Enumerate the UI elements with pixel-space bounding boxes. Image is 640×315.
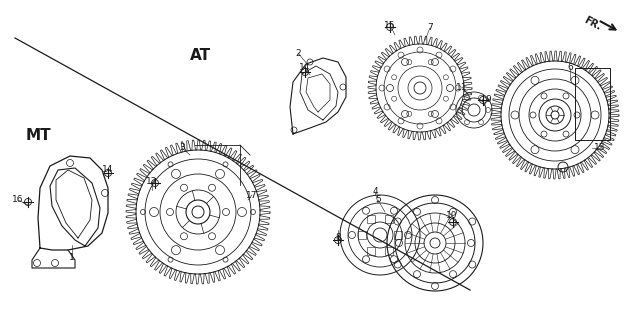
Text: 15: 15 bbox=[384, 20, 396, 30]
Text: 13: 13 bbox=[595, 144, 605, 152]
Text: 10: 10 bbox=[446, 211, 458, 220]
Bar bbox=[575, 68, 610, 140]
Text: 16: 16 bbox=[12, 196, 24, 204]
Text: 2: 2 bbox=[295, 49, 301, 58]
Text: 1: 1 bbox=[69, 254, 75, 262]
Bar bbox=[385, 215, 393, 223]
Bar bbox=[367, 247, 375, 255]
Text: 17: 17 bbox=[246, 191, 258, 199]
Text: 5: 5 bbox=[375, 196, 381, 204]
Text: 14: 14 bbox=[300, 64, 310, 72]
Bar bbox=[394, 231, 402, 239]
Text: 7: 7 bbox=[427, 24, 433, 32]
Text: 14: 14 bbox=[102, 165, 114, 175]
Text: 4: 4 bbox=[372, 187, 378, 197]
Text: MT: MT bbox=[25, 128, 51, 142]
Text: 3: 3 bbox=[179, 144, 185, 152]
Text: FR.: FR. bbox=[582, 15, 603, 33]
Bar bbox=[358, 231, 366, 239]
Text: 6: 6 bbox=[567, 64, 573, 72]
Text: 9: 9 bbox=[485, 94, 491, 104]
Bar bbox=[385, 247, 393, 255]
Text: AT: AT bbox=[189, 48, 211, 62]
Text: 8: 8 bbox=[335, 233, 341, 243]
Bar bbox=[367, 215, 375, 223]
Text: 11: 11 bbox=[456, 83, 468, 91]
Text: 12: 12 bbox=[147, 177, 157, 186]
